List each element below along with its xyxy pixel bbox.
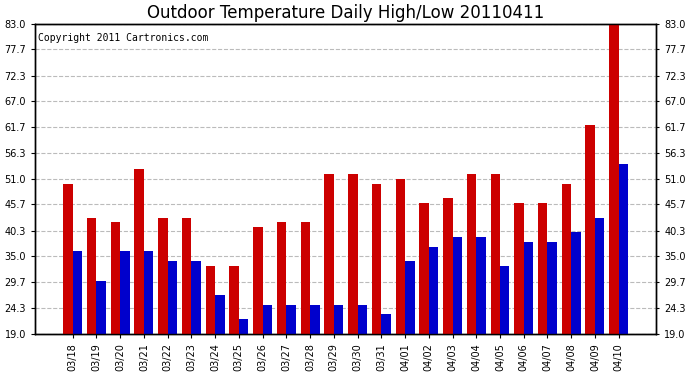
- Bar: [301, 222, 310, 334]
- Bar: [215, 295, 225, 334]
- Bar: [466, 174, 476, 334]
- Bar: [120, 252, 130, 334]
- Bar: [158, 217, 168, 334]
- Bar: [191, 261, 201, 334]
- Bar: [229, 266, 239, 334]
- Bar: [206, 266, 215, 334]
- Bar: [585, 126, 595, 334]
- Bar: [63, 184, 72, 334]
- Bar: [524, 242, 533, 334]
- Bar: [453, 237, 462, 334]
- Bar: [263, 305, 272, 334]
- Bar: [277, 222, 286, 334]
- Bar: [405, 261, 415, 334]
- Bar: [514, 203, 524, 334]
- Bar: [87, 217, 97, 334]
- Bar: [135, 169, 144, 334]
- Bar: [310, 305, 319, 334]
- Bar: [500, 266, 509, 334]
- Bar: [547, 242, 557, 334]
- Bar: [144, 252, 153, 334]
- Bar: [253, 227, 263, 334]
- Bar: [420, 203, 428, 334]
- Bar: [324, 174, 334, 334]
- Bar: [239, 319, 248, 334]
- Bar: [538, 203, 547, 334]
- Bar: [286, 305, 296, 334]
- Bar: [562, 184, 571, 334]
- Bar: [334, 305, 344, 334]
- Bar: [110, 222, 120, 334]
- Bar: [382, 314, 391, 334]
- Bar: [595, 217, 604, 334]
- Bar: [357, 305, 367, 334]
- Bar: [476, 237, 486, 334]
- Bar: [97, 280, 106, 334]
- Bar: [348, 174, 357, 334]
- Bar: [428, 247, 438, 334]
- Bar: [168, 261, 177, 334]
- Bar: [72, 252, 82, 334]
- Bar: [182, 217, 191, 334]
- Bar: [443, 198, 453, 334]
- Bar: [491, 174, 500, 334]
- Bar: [619, 164, 628, 334]
- Bar: [395, 179, 405, 334]
- Bar: [609, 24, 619, 334]
- Title: Outdoor Temperature Daily High/Low 20110411: Outdoor Temperature Daily High/Low 20110…: [147, 4, 544, 22]
- Bar: [571, 232, 581, 334]
- Text: Copyright 2011 Cartronics.com: Copyright 2011 Cartronics.com: [38, 33, 208, 43]
- Bar: [372, 184, 382, 334]
